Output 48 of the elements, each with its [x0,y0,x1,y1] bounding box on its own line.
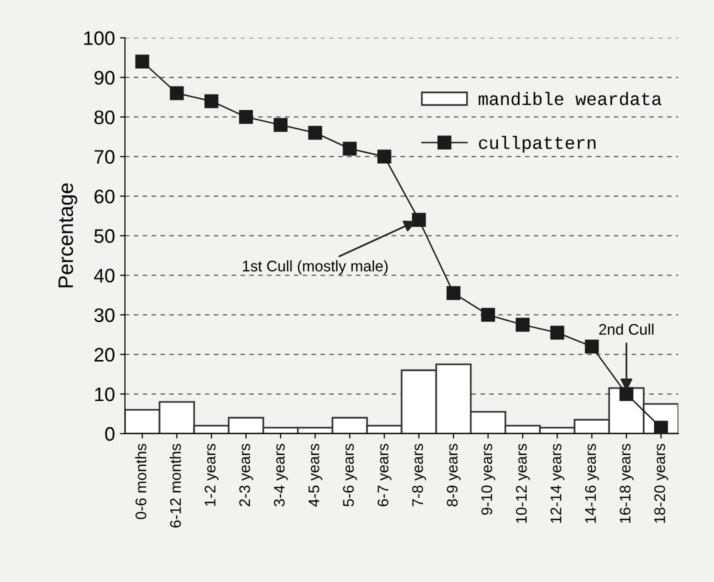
x-tick-label: 3-4 years [274,444,288,506]
point [239,110,253,124]
y-tick-label: 40 [94,268,114,283]
point [446,286,460,300]
x-tick-label: 7-8 years [412,444,426,506]
annotation: 1st Cull (mostly male) [242,260,388,274]
point [135,54,150,69]
point [308,126,322,140]
x-tick-label: 5-6 years [343,444,357,506]
x-tick-label: 16-18 years [620,444,634,523]
y-tick-label: 70 [94,150,114,164]
point [377,150,392,164]
x-tick-label: 9-10 years [481,444,496,515]
y-tick-label: 90 [94,70,114,85]
x-tick-label: 4-5 years [308,444,322,507]
point [170,86,184,100]
x-tick-label: 8-9 years [446,444,461,506]
x-tick-label: 1-2 years [204,444,219,506]
y-tick-label: 50 [94,229,114,243]
x-tick-label: 18-20 years [654,444,668,523]
point [342,142,357,156]
y-tick-label: 80 [94,110,114,124]
x-tick-label: 12-14 years [550,444,564,523]
point [516,318,530,332]
point [204,94,218,108]
y-axis-title: Percentage [58,183,78,288]
point [412,212,426,227]
x-tick-label: 2-3 years [239,444,254,506]
y-tick-label: 10 [95,387,114,402]
annotation: 2nd Cull [599,324,654,335]
point [584,340,599,354]
legend-label: mandible weardata [478,92,662,106]
x-tick-label: 6-7 years [378,444,392,506]
y-tick-label: 100 [84,31,114,46]
y-tick-label: 0 [105,427,114,441]
point [550,326,564,340]
x-tick-label: 10-12 years [516,444,530,523]
point [274,118,288,132]
point [481,308,496,322]
y-tick-label: 30 [94,308,114,322]
x-tick-label: 14-16 years [585,444,599,523]
x-tick-label: 0-6 months [135,444,146,520]
y-tick-label: 60 [94,190,114,204]
point [654,420,668,434]
point [619,387,634,401]
y-tick-label: 20 [94,348,114,362]
legend-label: cullpattern [478,136,596,153]
x-tick-label: 6-12 months [170,444,181,528]
